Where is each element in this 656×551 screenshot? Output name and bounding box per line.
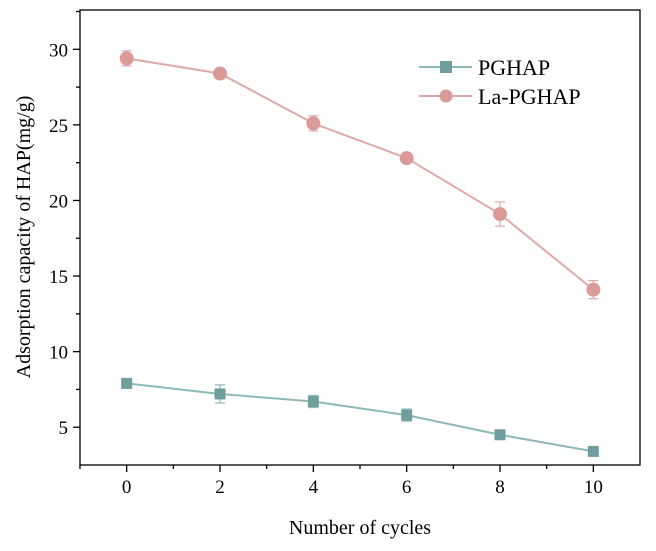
- data-point: [306, 116, 321, 131]
- plot-frame: [79, 9, 641, 466]
- series-la-pghap: [119, 50, 601, 300]
- data-point: [213, 66, 227, 81]
- y-tick-label: 25: [49, 116, 68, 137]
- x-tick-label: 6: [402, 477, 412, 498]
- legend-marker: [439, 89, 453, 103]
- data-point: [214, 388, 226, 400]
- data-point: [307, 396, 319, 408]
- data-point: [121, 377, 133, 389]
- legend: PGHAP La-PGHAP: [419, 55, 581, 109]
- y-axis-label: Adsorption capacity of HAP(mg/g): [13, 96, 35, 379]
- y-tick-label: 20: [49, 191, 68, 212]
- x-tick-label: 2: [215, 477, 225, 498]
- data-point: [401, 409, 413, 421]
- x-tick-label: 10: [584, 477, 603, 498]
- y-tick-label: 15: [49, 267, 68, 288]
- data-point: [119, 51, 134, 66]
- x-axis-label: Number of cycles: [289, 517, 431, 539]
- data-marks: [119, 50, 601, 457]
- axes: 0 2 4 6 8 10 5 10 15 20 25 30: [49, 9, 641, 498]
- data-point: [494, 429, 506, 441]
- data-point: [587, 445, 599, 457]
- series-line: [126, 57, 594, 291]
- series-line: [126, 382, 594, 453]
- data-point: [493, 207, 507, 222]
- x-tick-label: 0: [122, 477, 132, 498]
- y-tick-label: 5: [59, 418, 69, 439]
- y-tick-label: 30: [49, 40, 68, 61]
- data-point: [586, 282, 601, 297]
- legend-label: La-PGHAP: [478, 84, 581, 109]
- x-tick-label: 4: [309, 477, 319, 498]
- legend-label: PGHAP: [478, 55, 550, 80]
- series-pghap: [121, 377, 599, 457]
- data-point: [399, 151, 414, 166]
- y-tick-label: 10: [49, 343, 68, 364]
- x-tick-label: 8: [495, 477, 505, 498]
- legend-marker: [440, 61, 452, 73]
